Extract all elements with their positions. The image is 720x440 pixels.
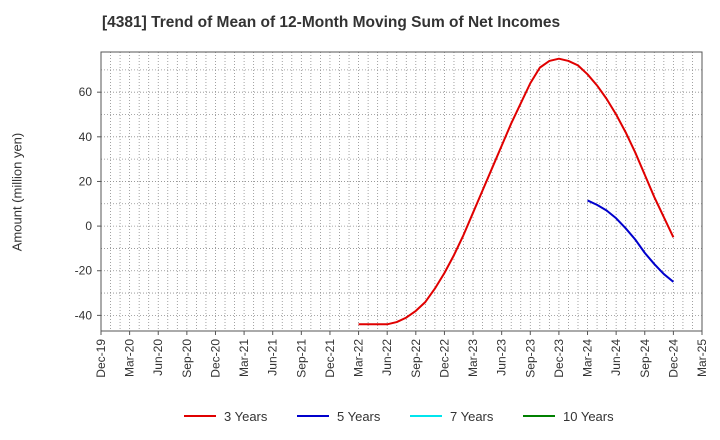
x-tick-label: Mar-21 <box>237 339 251 377</box>
series-line-5-years <box>587 199 675 283</box>
legend-item-7-years: 7 Years <box>410 404 493 428</box>
chart-title: [4381] Trend of Mean of 12-Month Moving … <box>102 14 561 31</box>
x-tick-label: Sep-23 <box>523 339 537 378</box>
legend-label: 5 Years <box>337 408 381 424</box>
x-tick-label: Mar-23 <box>466 339 480 377</box>
legend-label: 3 Years <box>224 408 268 424</box>
y-tick-label: 0 <box>85 219 92 233</box>
plot-area <box>101 52 702 331</box>
x-tick-label: Dec-22 <box>437 339 451 378</box>
x-tick-label: Jun-21 <box>266 339 280 376</box>
y-tick-label: 40 <box>79 130 93 144</box>
x-tick-label: Mar-20 <box>123 339 137 377</box>
x-tick-label: Jun-24 <box>609 339 623 376</box>
x-tick-label: Jun-20 <box>151 339 165 376</box>
legend-label: 7 Years <box>450 408 494 424</box>
x-tick-label: Sep-21 <box>294 339 308 378</box>
x-tick-label: Sep-24 <box>638 339 652 378</box>
x-tick-label: Dec-23 <box>552 339 566 378</box>
x-tick-label: Mar-22 <box>352 339 366 377</box>
legend-swatch <box>523 415 555 417</box>
y-tick-label: 20 <box>79 174 93 188</box>
x-tick-label: Jun-22 <box>380 339 394 376</box>
legend-label: 10 Years <box>563 408 614 424</box>
x-tick-label: Dec-21 <box>323 339 337 378</box>
x-tick-label: Mar-25 <box>695 339 709 377</box>
legend-item-10-years: 10 Years <box>523 404 614 428</box>
legend: 3 Years 5 Years 7 Years 10 Years <box>0 404 720 428</box>
legend-swatch <box>184 415 216 417</box>
x-tick-label: Sep-22 <box>409 339 423 378</box>
x-tick-label: Mar-24 <box>581 339 595 377</box>
legend-item-3-years: 3 Years <box>184 404 267 428</box>
y-tick-label: -20 <box>75 264 93 278</box>
plot-frame <box>100 51 703 332</box>
legend-item-5-years: 5 Years <box>297 404 380 428</box>
x-tick-label: Jun-23 <box>495 339 509 376</box>
x-tick-label: Sep-20 <box>180 339 194 378</box>
x-tick-label: Dec-19 <box>94 339 108 378</box>
y-tick-label: -40 <box>75 308 93 322</box>
y-tick-label: 60 <box>79 85 93 99</box>
legend-swatch <box>410 415 442 417</box>
legend-swatch <box>297 415 329 417</box>
x-tick-label: Dec-20 <box>208 339 222 378</box>
x-tick-label: Dec-24 <box>666 339 680 378</box>
series-line-3-years <box>358 57 675 326</box>
